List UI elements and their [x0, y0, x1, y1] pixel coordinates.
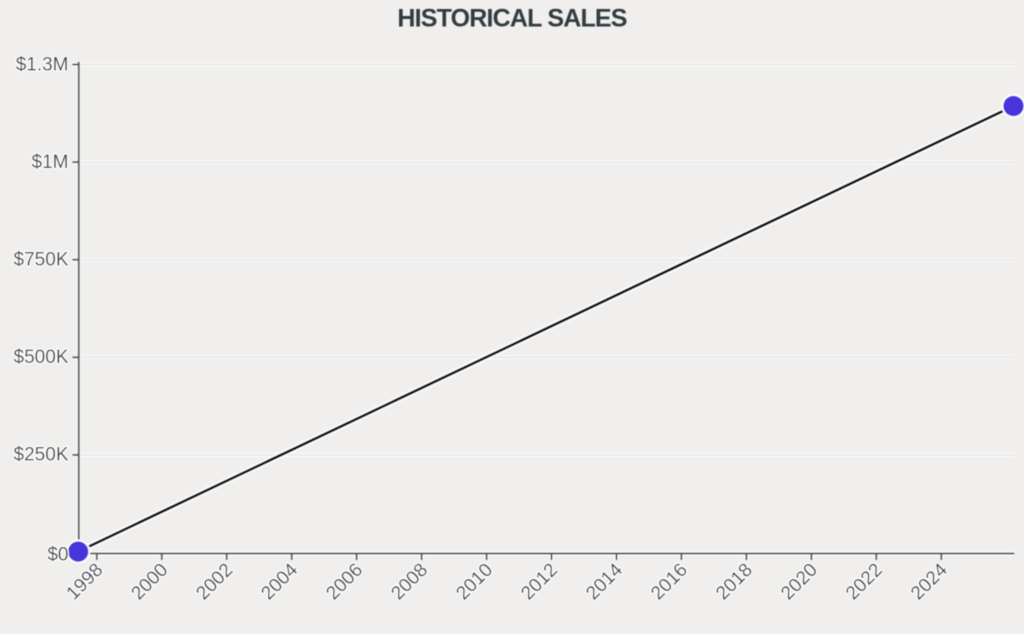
svg-text:HISTORICAL SALES: HISTORICAL SALES — [397, 5, 626, 33]
svg-text:$1M: $1M — [32, 152, 69, 173]
svg-text:$750K: $750K — [14, 250, 69, 271]
svg-text:$1.3M: $1.3M — [16, 54, 69, 75]
svg-text:$0: $0 — [47, 544, 68, 565]
svg-text:$500K: $500K — [14, 347, 69, 368]
svg-text:$250K: $250K — [14, 445, 69, 466]
